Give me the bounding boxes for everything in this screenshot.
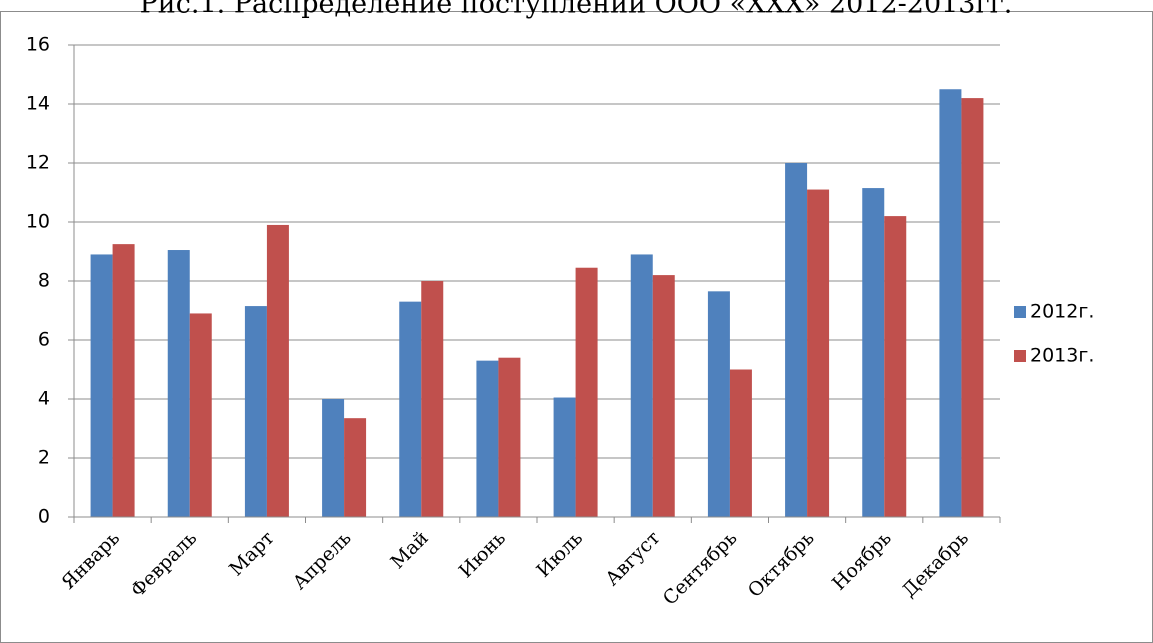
bar-2013г.-Январь bbox=[112, 244, 135, 517]
axes bbox=[73, 45, 1001, 523]
bar-2012г.-Июль bbox=[553, 397, 576, 517]
y-tick-label: 12 bbox=[26, 152, 50, 174]
y-tick-label: 16 bbox=[26, 34, 50, 56]
bar-2013г.-Март bbox=[266, 224, 289, 517]
legend: 2012г. 2013г. bbox=[1014, 301, 1094, 367]
bar-2013г.-Август bbox=[652, 275, 675, 517]
bar-2013г.-Июль bbox=[575, 267, 598, 517]
bar-2013г.-Ноябрь bbox=[884, 216, 907, 517]
y-tick-label: 10 bbox=[26, 211, 50, 233]
bars bbox=[90, 89, 984, 518]
legend-swatch bbox=[1014, 350, 1026, 362]
chart-title: Рис.1. Распределение поступлений ООО «ХХ… bbox=[140, 0, 1013, 20]
bar-2012г.-Июнь bbox=[476, 360, 499, 517]
bar-2012г.-Апрель bbox=[322, 399, 345, 517]
legend-label: 2013г. bbox=[1030, 345, 1094, 367]
bar-2013г.-Сентябрь bbox=[729, 369, 752, 517]
bar-2013г.-Июнь bbox=[498, 357, 521, 517]
bar-2012г.-Февраль bbox=[167, 250, 190, 517]
bar-2012г.-Март bbox=[244, 306, 267, 517]
bar-2012г.-Сентябрь bbox=[707, 291, 730, 517]
bar-2013г.-Май bbox=[421, 281, 444, 517]
bar-2012г.-Октябрь bbox=[785, 163, 808, 517]
y-tick-labels: 0 2 4 6 8 10 12 14 16 bbox=[26, 34, 50, 528]
y-tick-label: 4 bbox=[38, 388, 50, 410]
bar-2013г.-Февраль bbox=[189, 313, 212, 517]
bar-2012г.-Ноябрь bbox=[862, 188, 885, 517]
y-tick-label: 14 bbox=[26, 93, 50, 115]
title-background bbox=[0, 0, 1153, 11]
bar-2012г.-Декабрь bbox=[939, 89, 962, 517]
bar-2013г.-Апрель bbox=[344, 418, 367, 517]
legend-label: 2012г. bbox=[1030, 301, 1094, 323]
bar-2012г.-Август bbox=[630, 254, 653, 517]
bar-2012г.-Январь bbox=[90, 254, 113, 517]
grid-lines bbox=[68, 44, 1000, 518]
y-tick-label: 2 bbox=[38, 447, 50, 469]
bar-2013г.-Октябрь bbox=[807, 189, 830, 518]
y-tick-label: 8 bbox=[38, 270, 50, 292]
y-tick-label: 6 bbox=[38, 329, 50, 351]
bar-2012г.-Май bbox=[399, 301, 422, 517]
legend-swatch bbox=[1014, 306, 1026, 318]
y-tick-label: 0 bbox=[38, 506, 50, 528]
bar-2013г.-Декабрь bbox=[961, 98, 984, 517]
